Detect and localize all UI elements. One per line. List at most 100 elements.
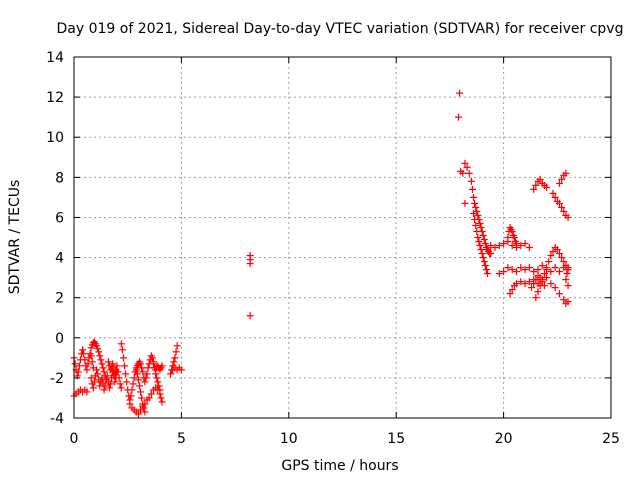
data-point xyxy=(480,236,488,244)
data-point xyxy=(538,262,546,270)
data-point xyxy=(134,410,142,418)
data-point xyxy=(551,193,559,201)
data-point xyxy=(84,360,92,368)
data-point xyxy=(510,234,518,241)
data-point xyxy=(564,213,572,221)
data-point xyxy=(71,360,79,368)
y-tick-label: -2 xyxy=(50,371,64,387)
data-point xyxy=(558,175,566,183)
x-tick-label: 0 xyxy=(70,431,79,447)
data-point xyxy=(495,242,503,250)
data-point xyxy=(102,376,110,384)
data-point xyxy=(525,264,533,272)
data-point xyxy=(472,221,480,229)
x-tick-label: 5 xyxy=(177,431,186,447)
data-point xyxy=(562,276,570,284)
data-point xyxy=(481,240,489,248)
data-point xyxy=(470,209,478,217)
data-point xyxy=(508,242,516,250)
data-point xyxy=(543,183,551,191)
data-point xyxy=(133,370,141,378)
data-point xyxy=(532,276,540,284)
data-point xyxy=(534,266,542,274)
data-point xyxy=(564,282,572,290)
data-point xyxy=(94,370,102,378)
data-point xyxy=(123,378,131,386)
data-point xyxy=(549,248,557,256)
data-point xyxy=(101,382,109,390)
data-point xyxy=(504,234,512,241)
data-point xyxy=(87,374,95,382)
data-point xyxy=(114,368,122,376)
data-points xyxy=(70,89,572,418)
data-point xyxy=(506,290,514,298)
data-point xyxy=(553,246,561,254)
data-point xyxy=(89,384,97,392)
data-point xyxy=(177,366,185,374)
data-point xyxy=(173,342,181,350)
data-point xyxy=(109,360,117,368)
data-point xyxy=(117,384,125,392)
data-point xyxy=(477,246,485,254)
data-point xyxy=(148,354,156,362)
data-point xyxy=(119,354,127,362)
data-point xyxy=(536,274,544,282)
data-point xyxy=(530,280,538,288)
data-point xyxy=(141,400,149,408)
y-tick-label: 12 xyxy=(46,90,64,106)
data-point xyxy=(104,358,112,366)
y-tick-label: 8 xyxy=(55,170,64,186)
data-point xyxy=(81,356,89,364)
data-point xyxy=(479,254,487,262)
data-point xyxy=(93,342,101,350)
data-point xyxy=(75,362,83,370)
data-point xyxy=(558,203,566,211)
data-point xyxy=(508,227,516,235)
data-point xyxy=(481,262,489,270)
data-point xyxy=(521,240,529,248)
data-point xyxy=(551,284,559,292)
data-point xyxy=(143,370,151,378)
data-point xyxy=(517,264,525,272)
data-point xyxy=(126,400,134,408)
grid xyxy=(74,57,611,418)
data-point xyxy=(142,374,150,382)
data-point xyxy=(500,240,508,248)
data-point xyxy=(480,258,488,266)
data-point xyxy=(555,250,563,258)
data-point xyxy=(95,348,103,356)
data-point xyxy=(549,189,557,197)
data-point xyxy=(562,169,570,177)
data-point xyxy=(117,340,125,348)
data-point xyxy=(147,390,155,398)
data-point xyxy=(172,348,180,356)
data-point xyxy=(478,250,486,258)
data-point xyxy=(517,242,525,250)
data-point xyxy=(560,207,568,215)
data-point xyxy=(463,163,471,171)
data-point xyxy=(521,280,529,288)
data-point xyxy=(74,368,82,376)
data-point xyxy=(528,284,536,292)
data-point xyxy=(111,378,119,386)
data-point xyxy=(540,282,548,290)
data-point xyxy=(483,270,491,278)
data-point xyxy=(171,354,179,362)
data-point xyxy=(454,113,462,121)
data-point xyxy=(474,234,482,241)
data-point xyxy=(532,181,540,189)
data-point xyxy=(144,364,152,372)
data-point xyxy=(129,380,137,388)
data-point xyxy=(504,264,512,272)
data-point xyxy=(99,364,107,372)
data-point xyxy=(555,199,563,207)
data-point xyxy=(474,211,482,219)
data-point xyxy=(137,360,145,368)
axis-ticks: 0 5 10 15 20 25 -4 -2 0 2 4 6 8 10 12 14 xyxy=(46,50,620,447)
data-point xyxy=(473,227,481,235)
data-point xyxy=(545,258,553,266)
data-point xyxy=(139,368,147,376)
data-point xyxy=(487,250,495,258)
y-tick-label: 10 xyxy=(46,130,64,146)
data-point xyxy=(525,244,533,252)
